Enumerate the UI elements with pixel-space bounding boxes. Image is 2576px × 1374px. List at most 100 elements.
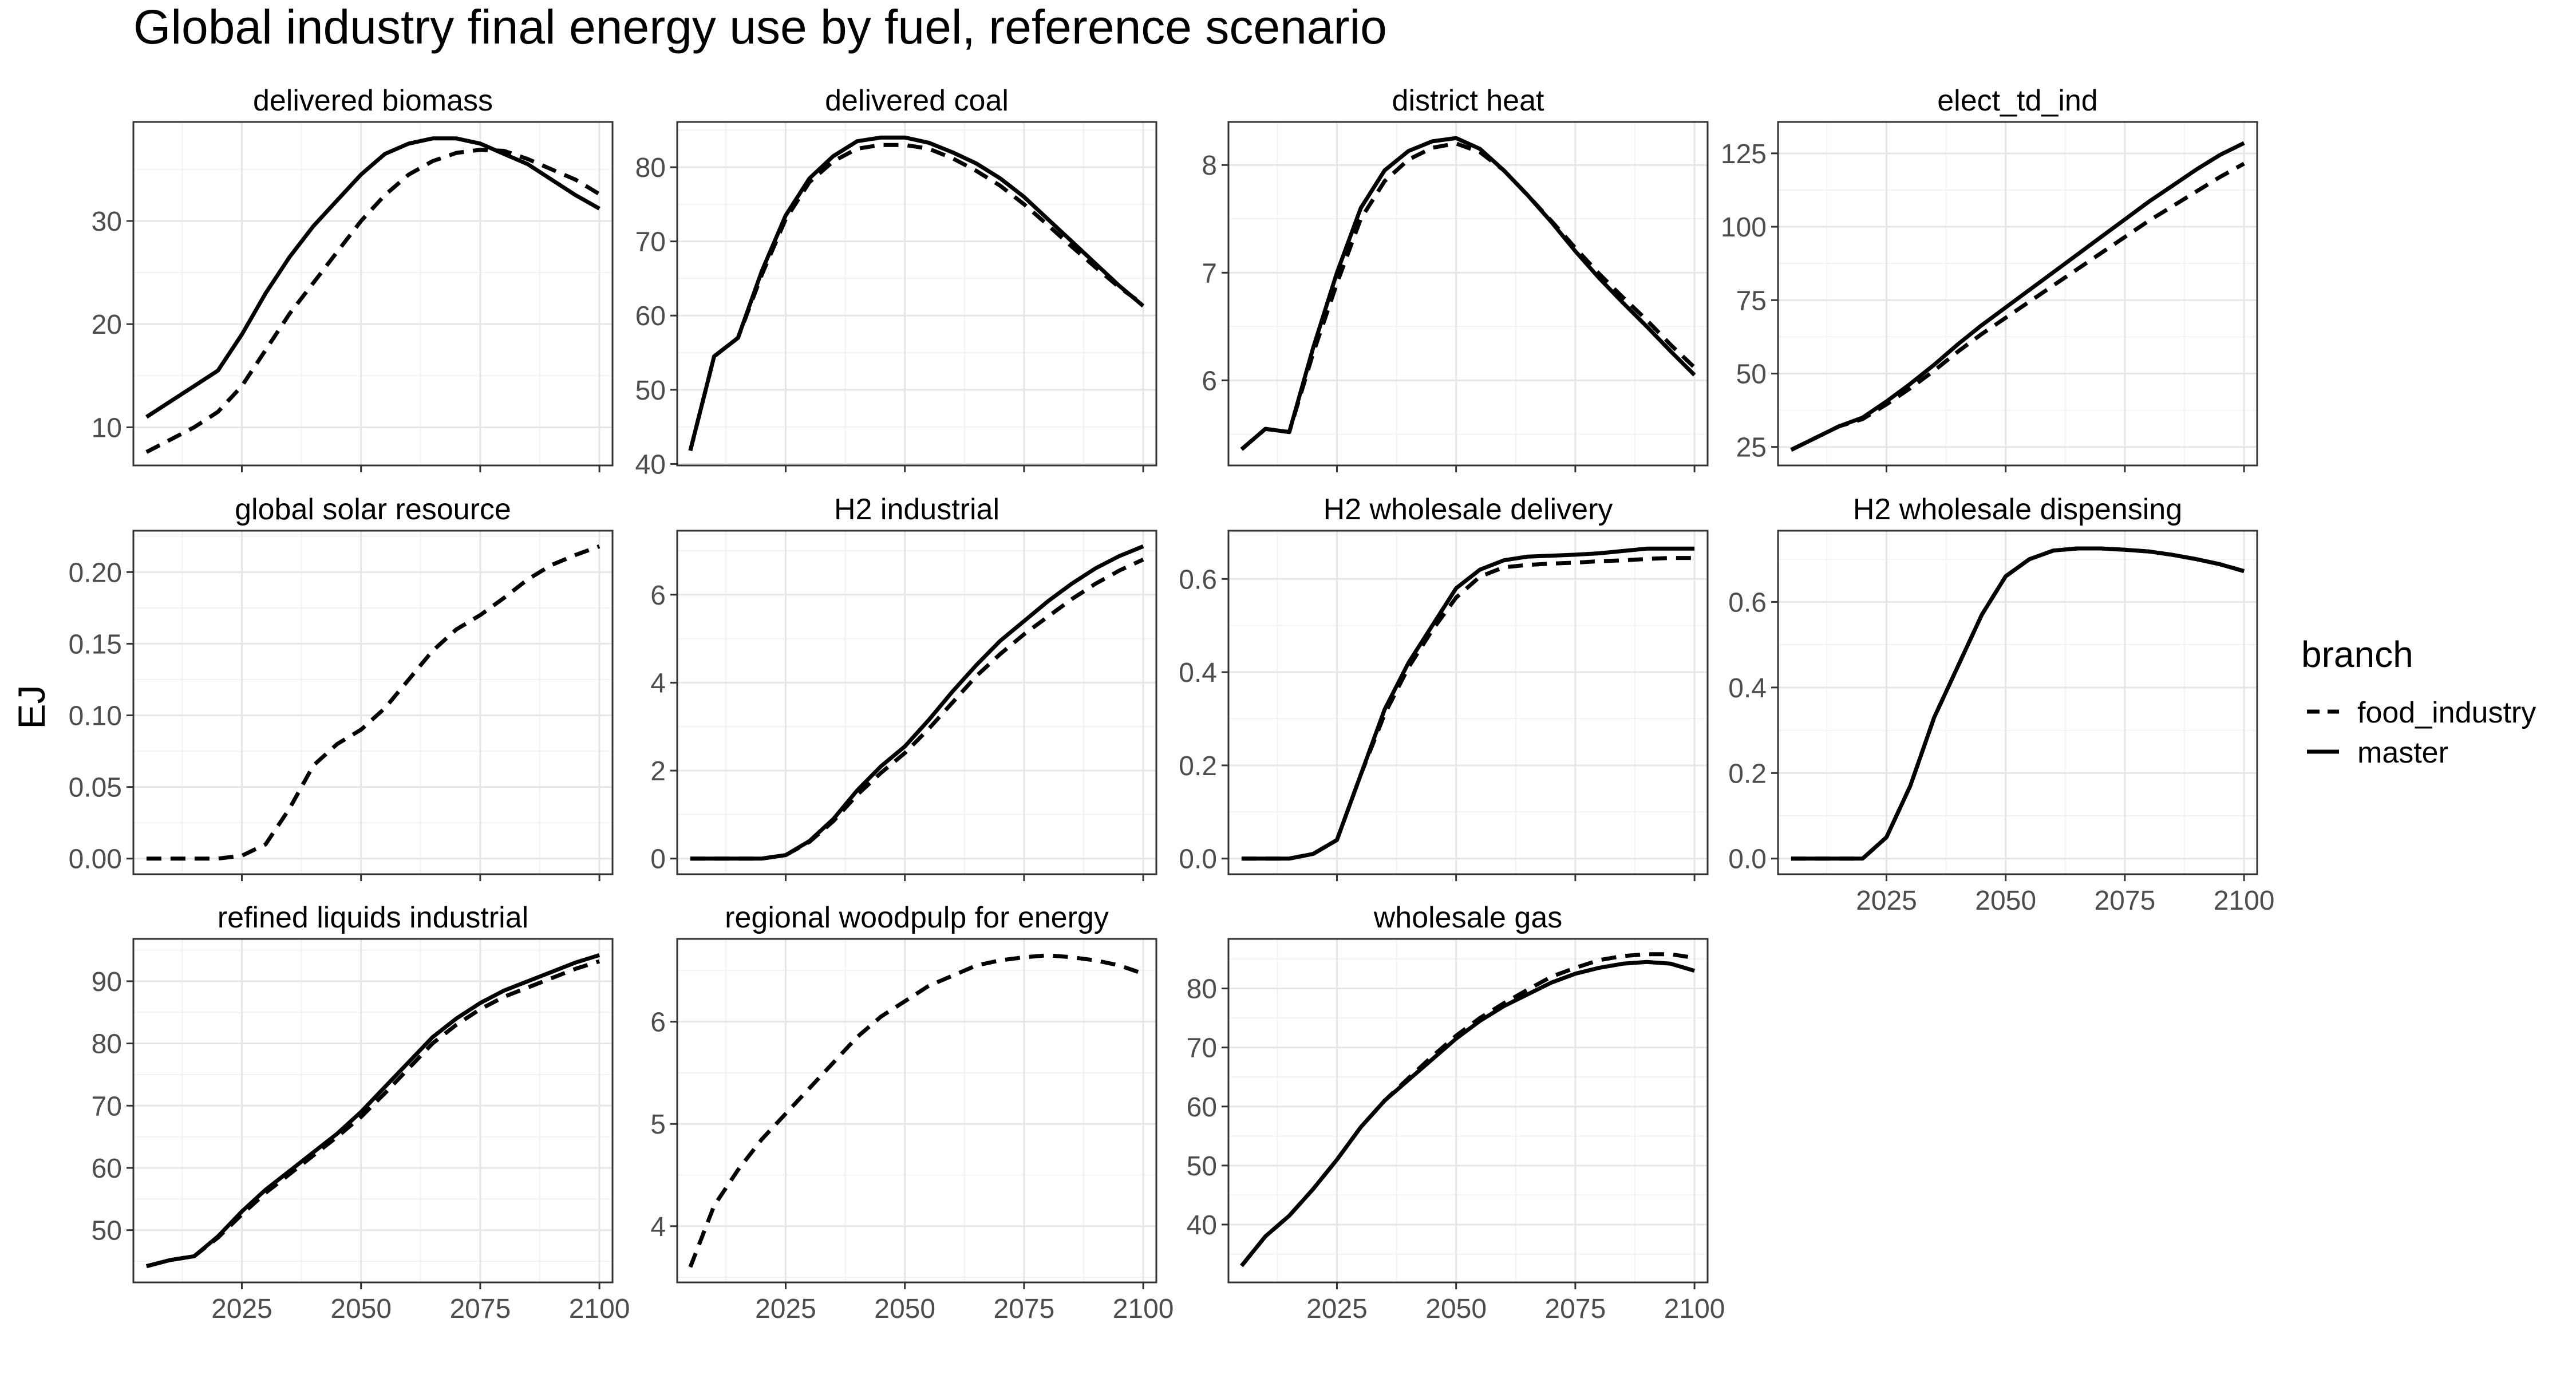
series-line-master-elect-td-ind — [1790, 141, 2245, 452]
y-tick-label: 90 — [92, 967, 122, 997]
series-line-master-delivered-coal — [688, 135, 1145, 451]
y-tick-label: 0.20 — [69, 558, 122, 588]
y-tick-label: 30 — [92, 207, 122, 237]
panel-border-h2-wholesale-dispensing — [1777, 530, 2258, 875]
y-tick-label: 0.4 — [1728, 673, 1767, 704]
y-tick-label: 0.4 — [1179, 658, 1217, 688]
y-tick-label: 6 — [1202, 366, 1217, 396]
y-tick-label: 0.0 — [1728, 844, 1767, 875]
panel-border-delivered-biomass — [132, 121, 614, 467]
y-tick-label: 60 — [635, 301, 666, 331]
y-tick-label: 40 — [635, 449, 666, 480]
panel-border-district-heat — [1227, 121, 1709, 467]
facet-title-regional-woodpulp-for-energy: regional woodpulp for energy — [725, 901, 1109, 934]
facet-title-delivered-biomass: delivered biomass — [253, 84, 493, 117]
x-tick-label: 2075 — [2094, 886, 2155, 916]
y-tick-label: 5 — [650, 1110, 666, 1140]
facet-title-h2-wholesale-dispensing: H2 wholesale dispensing — [1853, 493, 2182, 526]
y-tick-label: 0.00 — [69, 844, 122, 875]
legend: branch food_industry master — [2301, 634, 2536, 769]
y-tick-label: 0.2 — [1179, 751, 1217, 781]
y-tick-label: 50 — [1187, 1151, 1217, 1182]
y-tick-label: 80 — [1187, 974, 1217, 1005]
y-tick-label: 60 — [92, 1154, 122, 1184]
series-line-master-h2-wholesale-dispensing — [1791, 546, 2245, 861]
y-tick-label: 80 — [635, 153, 666, 183]
x-tick-label: 2025 — [1306, 1294, 1368, 1324]
y-tick-label: 40 — [1187, 1210, 1217, 1241]
facet-panel-district-heat: district heat 6 7 8 — [1202, 84, 1709, 472]
y-tick-label: 0.2 — [1728, 759, 1767, 789]
facet-panel-wholesale-gas: wholesale gas 40 50 60 70 80 2025 2050 2075 2100 — [1187, 901, 1725, 1324]
x-tick-label: 2025 — [211, 1294, 272, 1324]
y-tick-label: 10 — [92, 413, 122, 443]
y-tick-label: 70 — [635, 227, 666, 258]
series-line-master-refined-liquids-industrial — [146, 953, 600, 1269]
panel-border-regional-woodpulp-for-energy — [676, 938, 1157, 1284]
y-tick-label: 50 — [92, 1216, 122, 1246]
x-tick-label: 2100 — [1664, 1294, 1725, 1324]
facet-panel-delivered-coal: delivered coal 40 50 60 70 80 — [635, 84, 1157, 480]
series-line-master-h2-industrial — [690, 544, 1144, 861]
x-tick-label: 2100 — [2214, 886, 2275, 916]
y-axis-title: EJ — [10, 685, 53, 729]
x-tick-label: 2025 — [1856, 886, 1917, 916]
legend-title: branch — [2301, 634, 2413, 675]
facet-panel-h2-industrial: H2 industrial 0 2 4 6 — [650, 493, 1157, 881]
facet-panel-delivered-biomass: delivered biomass 10 20 30 — [92, 84, 614, 472]
y-tick-label: 8 — [1202, 151, 1217, 181]
facet-panel-elect-td-ind: elect_td_ind 25 50 75 100 125 — [1721, 84, 2258, 472]
y-tick-label: 60 — [1187, 1092, 1217, 1123]
y-tick-label: 0.6 — [1728, 587, 1767, 618]
panel-border-global-solar-resource — [132, 530, 614, 875]
facet-title-district-heat: district heat — [1392, 84, 1544, 117]
x-tick-label: 2100 — [1113, 1294, 1174, 1324]
panel-border-wholesale-gas — [1227, 938, 1709, 1284]
panel-border-h2-industrial — [676, 530, 1157, 875]
panel-border-refined-liquids-industrial — [132, 938, 614, 1284]
y-tick-label: 20 — [92, 310, 122, 340]
series-line-food-industry-global-solar-resource — [146, 544, 600, 861]
series-line-master-h2-wholesale-delivery — [1241, 546, 1695, 861]
x-tick-label: 2100 — [569, 1294, 630, 1324]
y-tick-label: 125 — [1721, 139, 1767, 169]
x-tick-label: 2025 — [755, 1294, 816, 1324]
x-tick-label: 2075 — [1544, 1294, 1606, 1324]
y-tick-label: 0.6 — [1179, 564, 1217, 595]
y-tick-label: 100 — [1721, 212, 1767, 243]
facet-panel-h2-wholesale-delivery: H2 wholesale delivery 0.0 0.2 0.4 0.6 — [1179, 493, 1709, 881]
legend-label-food-industry: food_industry — [2357, 696, 2536, 729]
y-tick-label: 0 — [650, 844, 666, 875]
y-tick-label: 50 — [1736, 359, 1767, 389]
x-tick-label: 2050 — [1975, 886, 2036, 916]
facet-title-global-solar-resource: global solar resource — [235, 493, 511, 526]
x-tick-label: 2050 — [330, 1294, 392, 1324]
facet-panel-refined-liquids-industrial: refined liquids industrial 50 60 70 80 90 2025… — [92, 901, 630, 1324]
x-tick-label: 2075 — [993, 1294, 1054, 1324]
facet-panel-h2-wholesale-dispensing: H2 wholesale dispensing 0.0 0.2 0.4 0.6 2025 2… — [1728, 493, 2274, 916]
y-tick-label: 50 — [635, 376, 666, 406]
legend-label-master: master — [2357, 736, 2448, 769]
facet-title-h2-wholesale-delivery: H2 wholesale delivery — [1323, 493, 1613, 526]
y-tick-label: 2 — [650, 756, 666, 787]
series-line-master-district-heat — [1240, 136, 1696, 451]
y-tick-label: 4 — [650, 668, 666, 698]
y-tick-label: 7 — [1202, 258, 1217, 289]
facet-title-refined-liquids-industrial: refined liquids industrial — [218, 901, 528, 934]
series-line-master-delivered-biomass — [145, 136, 600, 419]
x-tick-label: 2050 — [874, 1294, 935, 1324]
y-tick-label: 0.10 — [69, 701, 122, 732]
y-tick-label: 75 — [1736, 286, 1767, 316]
y-tick-label: 6 — [650, 1008, 666, 1038]
y-tick-label: 70 — [1187, 1033, 1217, 1064]
y-tick-label: 25 — [1736, 433, 1767, 463]
y-tick-label: 6 — [650, 581, 666, 611]
facet-title-elect-td-ind: elect_td_ind — [1937, 84, 2097, 117]
series-line-food-industry-regional-woodpulp-for-energy — [688, 953, 1144, 1268]
facet-title-delivered-coal: delivered coal — [825, 84, 1009, 117]
facet-title-h2-industrial: H2 industrial — [834, 493, 999, 526]
y-tick-label: 0.0 — [1179, 844, 1217, 875]
facet-panel-regional-woodpulp-for-energy: regional woodpulp for energy 4 5 6 2025 2050 2… — [650, 901, 1174, 1324]
